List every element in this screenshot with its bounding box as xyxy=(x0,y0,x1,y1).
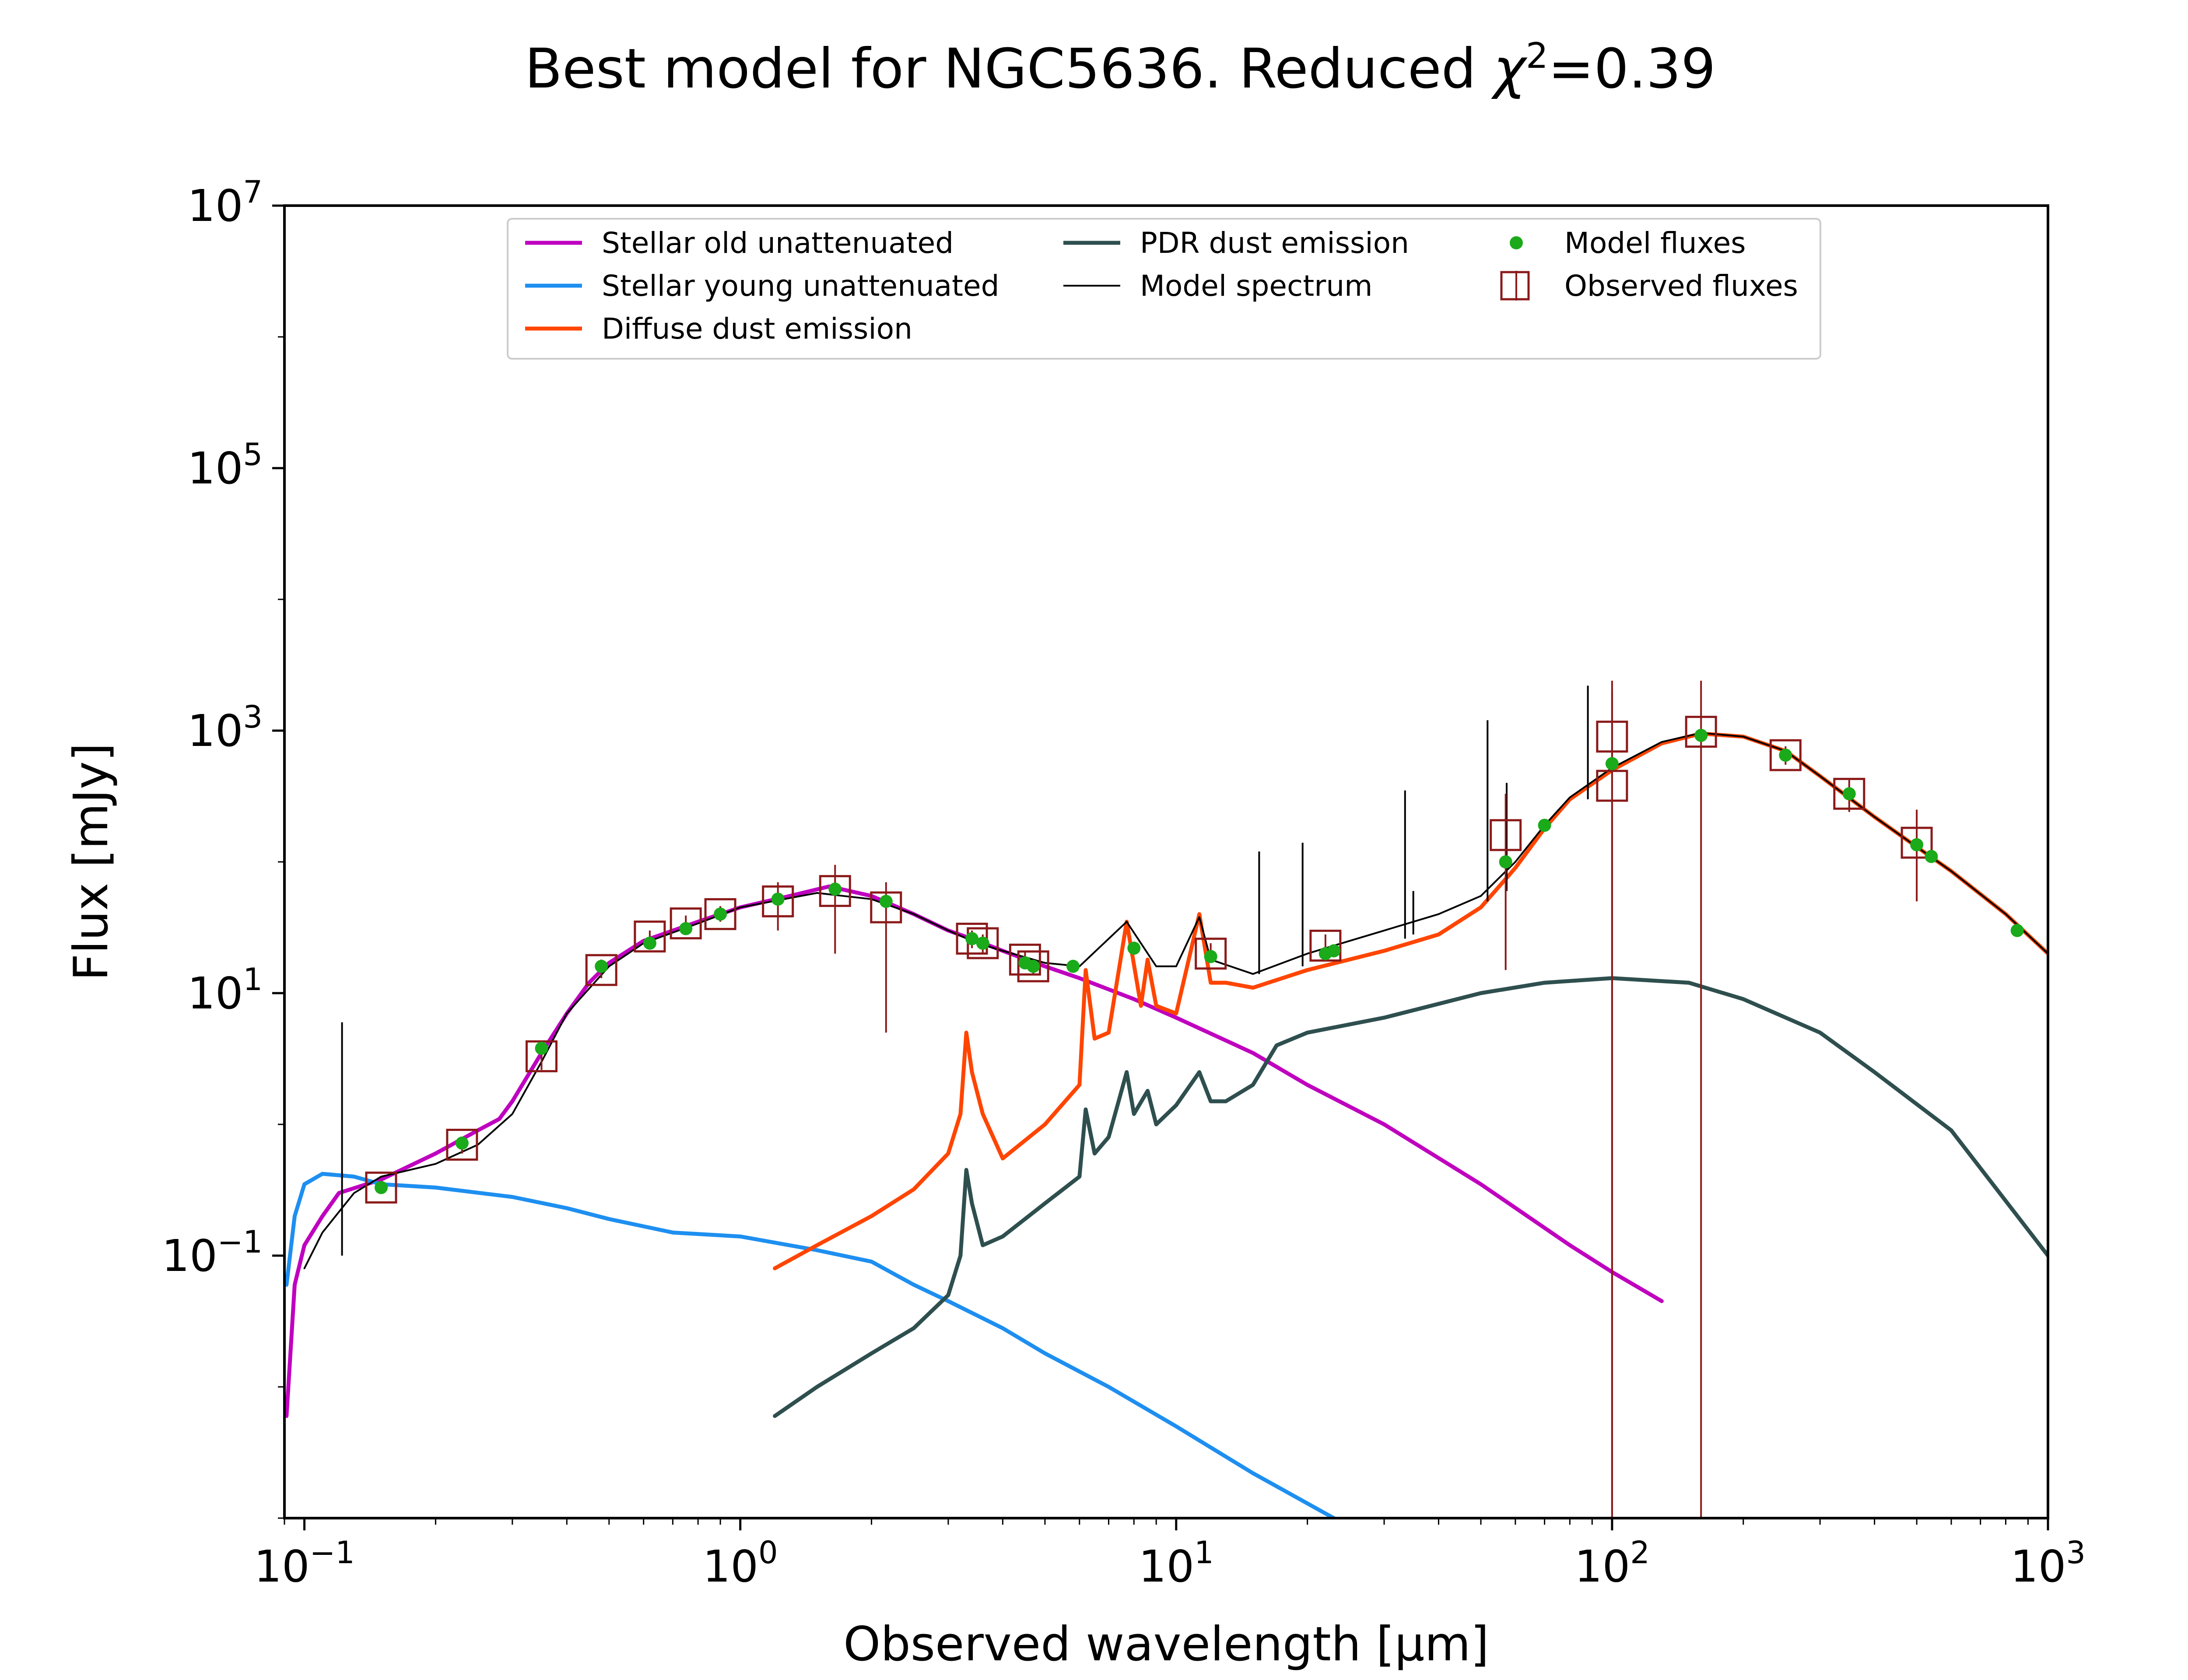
legend-item-stellar-old-unattenuated: Stellar old unattenuated xyxy=(525,226,954,260)
observed-flux-marker xyxy=(585,954,617,986)
model-flux-point xyxy=(679,922,693,935)
model-flux-point xyxy=(643,936,656,950)
legend-label: Model fluxes xyxy=(1564,226,1746,260)
observed-flux-marker xyxy=(634,920,666,953)
observed-flux-marker xyxy=(446,1129,478,1161)
legend-label: PDR dust emission xyxy=(1140,226,1409,260)
observed-flux-marker xyxy=(704,898,736,930)
model-flux-point xyxy=(771,892,785,906)
legend: Stellar old unattenuated Stellar young un… xyxy=(507,218,1821,360)
x-tick-label: 100 xyxy=(703,1535,778,1592)
observed-flux-marker xyxy=(762,885,794,917)
model-flux-point xyxy=(535,1042,548,1055)
model-flux-point xyxy=(879,895,893,908)
model-flux-point xyxy=(1842,787,1856,801)
observed-flux-marker xyxy=(1685,716,1717,748)
observed-flux-marker xyxy=(1900,826,1933,859)
legend-item-observed-fluxes: Observed fluxes xyxy=(1500,269,1798,303)
model-flux-point xyxy=(965,932,979,945)
observed-flux-marker xyxy=(1009,943,1041,976)
model-flux-point xyxy=(1925,850,1938,863)
legend-item-pdr-dust-emission: PDR dust emission xyxy=(1063,226,1409,260)
observed-flux-marker xyxy=(1195,938,1227,970)
series-line-stellar-old-unattenuated xyxy=(284,884,1664,1418)
model-flux-point xyxy=(1779,749,1792,762)
model-flux-point xyxy=(1027,959,1040,973)
y-tick-label: 103 xyxy=(187,699,263,756)
series-line-model-spectrum xyxy=(303,732,2048,1270)
y-axis-label: Flux [mJy] xyxy=(64,743,119,981)
model-flux-point xyxy=(455,1136,469,1150)
observed-flux-marker xyxy=(1017,950,1049,983)
observed-flux-marker xyxy=(1769,739,1802,771)
legend-item-model-fluxes: Model fluxes xyxy=(1510,226,1746,260)
plot-frame xyxy=(283,204,2049,1519)
legend-label: Diffuse dust emission xyxy=(602,312,912,346)
model-flux-point xyxy=(714,907,727,921)
tick-layer: 10−1 100 101 102 103 10−1 101 103 105 107 xyxy=(162,174,2086,1592)
observed-flux-marker xyxy=(870,891,902,924)
legend-item-diffuse-dust-emission: Diffuse dust emission xyxy=(525,312,912,346)
model-flux-point xyxy=(375,1181,388,1194)
marker-layer xyxy=(365,680,2024,1518)
series-layer xyxy=(284,686,2048,1518)
observed-flux-marker xyxy=(670,907,702,940)
x-tick-label: 102 xyxy=(1574,1535,1650,1592)
legend-label: Stellar young unattenuated xyxy=(602,269,999,303)
model-flux-point xyxy=(1066,959,1080,973)
y-tick-label: 107 xyxy=(187,174,263,231)
legend-label: Model spectrum xyxy=(1140,269,1372,303)
model-flux-point xyxy=(828,882,842,896)
y-tick-label: 105 xyxy=(187,437,263,494)
model-flux-point xyxy=(1327,944,1341,958)
model-flux-point xyxy=(2010,924,2024,937)
y-tick-label: 10−1 xyxy=(162,1224,263,1281)
legend-item-stellar-young-unattenuated: Stellar young unattenuated xyxy=(525,269,999,303)
x-tick-label: 101 xyxy=(1139,1535,1214,1592)
y-tick-label: 101 xyxy=(187,962,263,1019)
x-axis-label: Observed wavelength [μm] xyxy=(843,1617,1489,1672)
legend-swatch-dot xyxy=(1510,236,1523,249)
model-flux-point xyxy=(1694,728,1708,742)
model-flux-point xyxy=(1499,855,1512,868)
model-flux-point xyxy=(595,959,608,973)
observed-flux-marker xyxy=(1596,721,1628,753)
legend-item-model-spectrum: Model spectrum xyxy=(1063,269,1372,303)
observed-flux-marker xyxy=(526,1040,558,1072)
observed-flux-marker xyxy=(1833,777,1865,810)
observed-flux-marker xyxy=(365,1171,397,1204)
x-tick-label: 10−1 xyxy=(254,1535,354,1592)
observed-flux-marker xyxy=(1490,819,1522,851)
model-flux-point xyxy=(1127,942,1141,955)
series-line-stellar-young-unattenuated xyxy=(284,1172,1336,1518)
legend-label: Observed fluxes xyxy=(1564,269,1798,303)
series-line-pdr-dust-emission xyxy=(773,976,2048,1418)
model-flux-point xyxy=(1605,757,1619,770)
model-flux-point xyxy=(1538,819,1551,832)
model-flux-point xyxy=(976,936,989,950)
legend-swatch-square xyxy=(1500,271,1530,301)
legend-label: Stellar old unattenuated xyxy=(602,226,954,260)
legend-box xyxy=(507,218,1821,360)
model-flux-point xyxy=(1204,950,1217,963)
x-tick-label: 103 xyxy=(2010,1535,2086,1592)
observed-flux-marker xyxy=(1309,930,1342,962)
observed-flux-marker xyxy=(819,875,851,907)
model-flux-point xyxy=(1910,838,1924,851)
chart-title: Best model for NGC5636. Reduced χ2=0.39 xyxy=(525,35,1716,101)
